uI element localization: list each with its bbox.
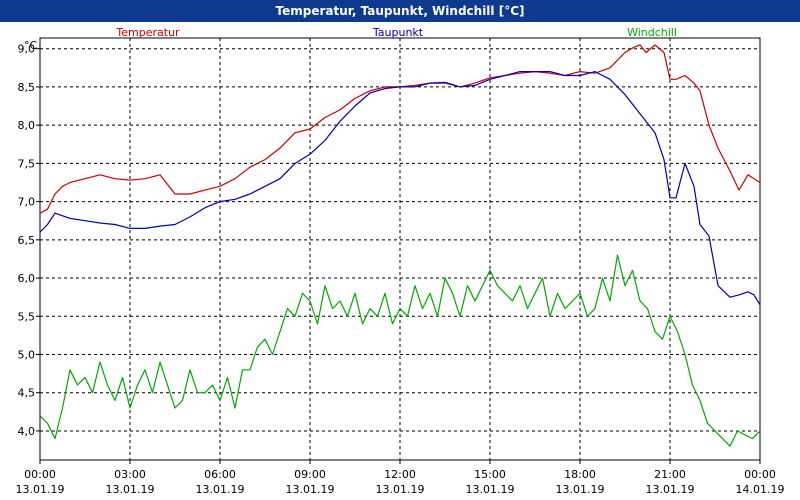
y-tick-label: 5,5: [18, 310, 36, 323]
y-tick-label: 7,5: [18, 157, 36, 170]
series-line-temperatur: [39, 44, 761, 214]
chart-title: Temperatur, Taupunkt, Windchill [°C]: [0, 0, 800, 22]
series-line-windchill: [39, 254, 761, 447]
x-tick-date: 14.01.19: [736, 483, 785, 496]
plot-frame: [39, 37, 761, 461]
x-tick-time: 18:00: [564, 468, 596, 481]
y-tick-label: 4,0: [18, 425, 36, 438]
x-tick-time: 03:00: [114, 468, 146, 481]
legend-taupunkt: Taupunkt: [372, 26, 424, 39]
x-tick-date: 13.01.19: [556, 483, 605, 496]
x-tick-time: 06:00: [204, 468, 236, 481]
chart-plot: 4,0 4,5 5,0 5,5 6,0 6,5 7,0 7,5 8,0 8,5 9,0 00:00 13…: [16, 26, 785, 496]
y-tick-label: 8,0: [18, 119, 36, 132]
y-tick-label: 9,0: [18, 43, 36, 56]
y-tick-label: 6,5: [18, 234, 36, 247]
y-axis-unit-label: °C: [24, 39, 38, 52]
x-tick-date: 13.01.19: [466, 483, 515, 496]
legend-windchill: Windchill: [627, 26, 677, 39]
y-tick-label: 6,0: [18, 272, 36, 285]
y-tick-label: 4,5: [18, 387, 36, 400]
x-tick-date: 13.01.19: [106, 483, 155, 496]
x-tick-time: 09:00: [294, 468, 326, 481]
y-tick-label: 8,5: [18, 81, 36, 94]
y-tick-label: 5,0: [18, 349, 36, 362]
x-tick-date: 13.01.19: [646, 483, 695, 496]
x-tick-time: 12:00: [384, 468, 416, 481]
x-tick-date: 13.01.19: [16, 483, 65, 496]
x-tick-time: 00:00: [744, 468, 776, 481]
legend-temperatur: Temperatur: [115, 26, 180, 39]
x-tick-time: 21:00: [654, 468, 686, 481]
y-tick-label: 7,0: [18, 196, 36, 209]
x-tick-time: 00:00: [24, 468, 56, 481]
x-tick-date: 13.01.19: [196, 483, 245, 496]
x-tick-date: 13.01.19: [286, 483, 335, 496]
x-tick-date: 13.01.19: [376, 483, 425, 496]
series-line-taupunkt: [39, 70, 761, 306]
x-tick-time: 15:00: [474, 468, 506, 481]
